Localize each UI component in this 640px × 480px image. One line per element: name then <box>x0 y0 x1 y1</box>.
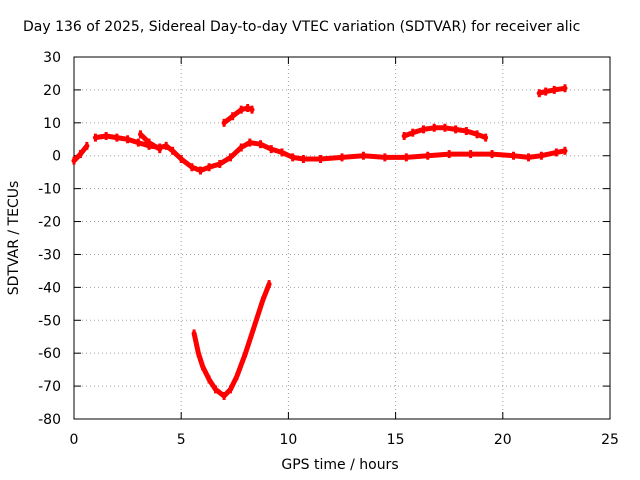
grid-lines <box>74 57 610 419</box>
y-tick-label: 30 <box>43 50 61 66</box>
plot-frame <box>73 56 611 420</box>
y-tick-label: -80 <box>38 412 61 428</box>
y-tick-label: -60 <box>38 346 61 362</box>
y-tick-label: -40 <box>38 280 61 296</box>
y-tick-label: -10 <box>38 182 61 198</box>
y-tick-label: 20 <box>43 83 61 99</box>
series-segment <box>92 133 568 173</box>
axis-ticks <box>73 56 611 420</box>
y-tick-label: 10 <box>43 116 61 132</box>
y-tick-labels: -80 -70 -60 -50 -40 -30 -20 -10 0 10 20 30 <box>38 50 61 428</box>
y-tick-label: 0 <box>52 149 61 165</box>
chart-title: Day 136 of 2025, Sidereal Day-to-day VTE… <box>23 19 581 35</box>
y-tick-label: -30 <box>38 247 61 263</box>
series-segment <box>536 85 568 96</box>
y-tick-label: -70 <box>38 379 61 395</box>
x-axis-label: GPS time / hours <box>281 457 399 473</box>
y-axis-label: SDTVAR / TECUs <box>6 180 22 296</box>
x-tick-label: 5 <box>177 432 186 448</box>
y-tick-label: -50 <box>38 313 61 329</box>
x-tick-label: 20 <box>494 432 512 448</box>
x-tick-labels: 0 5 10 15 20 25 <box>70 432 619 448</box>
x-tick-label: 25 <box>601 432 619 448</box>
series-segment <box>191 281 272 399</box>
x-tick-label: 10 <box>279 432 297 448</box>
y-tick-label: -20 <box>38 215 61 231</box>
data-series <box>71 84 568 400</box>
x-tick-label: 15 <box>387 432 405 448</box>
x-tick-label: 0 <box>70 432 79 448</box>
